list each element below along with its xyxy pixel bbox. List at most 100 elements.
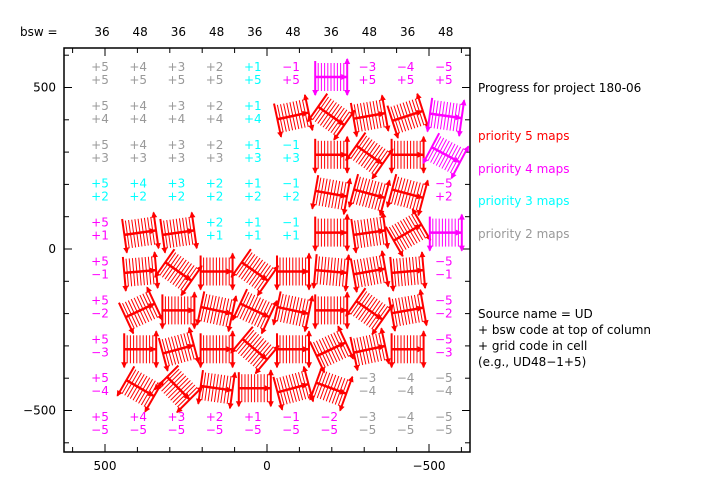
column-code: +1 xyxy=(244,216,262,230)
arrow-icon xyxy=(341,307,348,314)
column-code: −5 xyxy=(435,371,453,385)
arrow-icon xyxy=(333,134,340,141)
arrow-icon xyxy=(371,172,378,180)
map-edge xyxy=(381,95,390,132)
arrow-icon xyxy=(415,92,422,100)
row-code: +4 xyxy=(244,112,262,126)
row-code: +3 xyxy=(168,151,186,165)
grid-cell-label: +4+2 xyxy=(129,177,147,204)
map-edge xyxy=(349,258,358,293)
map-edge xyxy=(154,248,176,278)
column-code: −1 xyxy=(282,410,300,424)
arrow-icon xyxy=(338,404,345,412)
legend-priority-5: priority 5 maps xyxy=(478,129,569,143)
legend: Progress for project 180-06 priority 5 m… xyxy=(478,81,651,369)
completed-map-glyph xyxy=(231,288,278,335)
bsw-code: 36 xyxy=(247,25,262,39)
arrow-icon xyxy=(346,177,353,185)
row-code: +5 xyxy=(91,73,109,87)
arrow-icon xyxy=(411,208,418,215)
arrow-icon xyxy=(154,242,161,250)
column-code: +4 xyxy=(129,60,147,74)
column-code: +4 xyxy=(129,99,147,113)
arrow-icon xyxy=(338,342,346,348)
grid-cells: +5+5+4+5+3+5+2+5+1+5−1+5−3+5−4+5−5+5+5+4… xyxy=(91,58,470,437)
arrow-icon xyxy=(194,356,201,364)
arrow-icon xyxy=(226,268,233,275)
grid-cell-label: −4−4 xyxy=(397,371,415,398)
completed-map-glyph xyxy=(426,213,465,252)
column-code: −3 xyxy=(359,60,377,74)
arrow-icon xyxy=(147,390,155,397)
column-code: −5 xyxy=(435,60,453,74)
row-code: +2 xyxy=(91,190,109,204)
map-edge xyxy=(118,302,135,334)
arrow-icon xyxy=(391,325,398,332)
arrow-icon xyxy=(378,228,386,235)
grid-cell-label: +3−5 xyxy=(168,410,186,437)
arrow-icon xyxy=(417,151,424,158)
row-code: +5 xyxy=(168,73,186,87)
completed-map-glyph xyxy=(312,135,351,174)
column-code: +3 xyxy=(168,99,186,113)
grid-cell-label: +1+3 xyxy=(244,138,262,165)
arrow-icon xyxy=(187,326,194,334)
completed-map-glyph xyxy=(312,58,351,96)
column-code: +2 xyxy=(206,60,224,74)
map-edge xyxy=(256,265,280,296)
arrow-icon xyxy=(180,289,187,297)
arrow-icon xyxy=(341,74,348,80)
row-code: −4 xyxy=(359,384,377,398)
arrow-icon xyxy=(341,151,348,158)
arrow-icon xyxy=(416,193,424,200)
grid-cell-label: +3+3 xyxy=(168,138,186,165)
completed-map-glyph xyxy=(312,213,351,252)
grid-cell-label: +3+4 xyxy=(168,99,186,126)
row-code: +3 xyxy=(244,151,262,165)
column-code: +5 xyxy=(91,332,109,346)
row-code: −5 xyxy=(129,423,147,437)
arrow-icon xyxy=(310,203,317,210)
column-code: +5 xyxy=(91,216,109,230)
column-code: +5 xyxy=(91,177,109,191)
arrow-icon xyxy=(307,115,314,123)
arrow-icon xyxy=(152,251,158,258)
arrow-icon xyxy=(191,291,198,298)
bsw-code: 36 xyxy=(94,25,109,39)
column-code: +2 xyxy=(206,99,224,113)
grid-cell-label: +3+2 xyxy=(168,177,186,204)
bsw-code: 48 xyxy=(438,25,453,39)
map-edge xyxy=(458,100,466,137)
grid-cell-label: +2+1 xyxy=(206,216,224,243)
source-note-1: Source name = UD xyxy=(478,307,593,321)
row-code: +1 xyxy=(91,229,109,243)
bsw-label: bsw = xyxy=(20,25,58,39)
arrow-icon xyxy=(455,229,462,236)
column-code: +1 xyxy=(244,410,262,424)
map-edge xyxy=(371,148,394,180)
arrow-icon xyxy=(458,245,465,252)
grid-cell-label: −5−4 xyxy=(435,371,453,398)
column-code: −4 xyxy=(397,410,415,424)
arrow-icon xyxy=(397,250,404,258)
arrow-icon xyxy=(420,135,427,142)
completed-map-glyph xyxy=(345,131,394,180)
map-edge xyxy=(188,327,200,363)
completed-map-glyph xyxy=(349,327,391,372)
completed-map-glyph xyxy=(271,291,315,333)
grid-cell-label: +5+4 xyxy=(91,99,109,126)
arrow-icon xyxy=(422,319,429,327)
arrow-icon xyxy=(303,268,309,275)
arrow-icon xyxy=(302,365,308,373)
row-code: +5 xyxy=(435,73,453,87)
grid-cell-label: +1−5 xyxy=(244,410,262,437)
arrow-icon xyxy=(231,371,238,378)
arrow-icon xyxy=(378,344,386,351)
arrow-icon xyxy=(301,382,309,389)
arrow-icon xyxy=(302,309,309,316)
grid-cell-label: −2−5 xyxy=(320,410,338,437)
bsw-code: 36 xyxy=(400,25,415,39)
arrow-icon xyxy=(151,211,158,218)
row-code: −2 xyxy=(91,306,109,320)
